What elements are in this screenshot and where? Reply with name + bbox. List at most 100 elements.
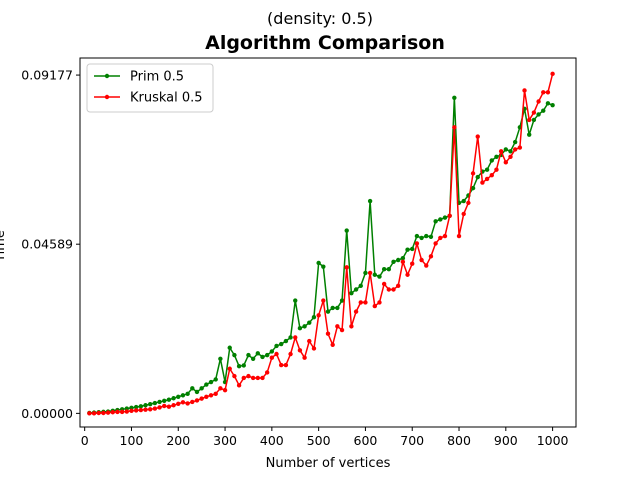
data-point <box>395 283 401 289</box>
data-point <box>264 352 270 358</box>
data-point <box>358 283 363 289</box>
data-point <box>297 326 303 331</box>
x-tick-label: 0 <box>81 433 89 448</box>
data-point <box>386 287 392 292</box>
data-point <box>512 147 518 152</box>
data-point <box>321 298 326 303</box>
data-point <box>171 396 176 401</box>
data-point <box>527 132 532 137</box>
data-point <box>293 298 298 303</box>
data-point <box>349 324 354 329</box>
data-point <box>143 407 148 412</box>
data-point <box>335 305 340 311</box>
data-point <box>250 375 256 381</box>
data-point <box>330 305 335 311</box>
data-point <box>531 110 537 115</box>
legend-label: Kruskal 0.5 <box>130 91 203 106</box>
data-point <box>414 233 420 239</box>
x-tick-label: 800 <box>447 433 471 448</box>
x-axis-label: Number of vertices <box>266 456 391 471</box>
data-point <box>227 345 232 350</box>
data-point <box>325 309 331 314</box>
data-point <box>190 386 195 391</box>
data-point <box>550 102 555 108</box>
series-line-kruskal-0-5 <box>89 73 554 415</box>
data-point <box>452 125 457 130</box>
data-point <box>344 265 349 270</box>
data-point <box>138 407 144 413</box>
data-point <box>541 90 546 95</box>
data-point <box>302 355 307 360</box>
data-point <box>180 393 186 398</box>
data-point <box>512 139 518 145</box>
data-point <box>227 366 232 371</box>
data-point <box>260 375 265 381</box>
data-point <box>447 213 452 218</box>
data-point <box>213 391 218 397</box>
data-point <box>489 173 494 178</box>
data-point <box>311 314 317 320</box>
data-point <box>456 233 462 239</box>
legend-item: Kruskal 0.5 <box>94 91 203 106</box>
data-point <box>232 373 237 379</box>
data-point <box>428 254 434 259</box>
data-point <box>297 348 303 353</box>
data-point <box>480 180 485 185</box>
data-point <box>218 386 223 391</box>
data-point <box>358 300 363 305</box>
chart-title: Algorithm Comparison <box>205 32 445 54</box>
data-point <box>395 257 401 263</box>
data-point <box>208 393 214 398</box>
data-point <box>124 409 129 414</box>
data-point <box>442 233 448 239</box>
data-point <box>503 160 509 165</box>
data-point <box>274 351 279 357</box>
data-point <box>381 281 387 287</box>
legend-marker <box>104 94 110 100</box>
data-point <box>414 241 420 246</box>
data-point <box>185 401 190 406</box>
y-axis-label: Time <box>0 230 8 263</box>
data-point <box>171 403 176 408</box>
data-point <box>152 406 158 411</box>
data-point <box>424 263 429 268</box>
data-point <box>208 379 214 385</box>
data-point <box>410 261 415 266</box>
data-point <box>194 389 200 395</box>
data-point <box>508 154 513 159</box>
data-point <box>470 185 476 191</box>
data-point <box>283 362 289 368</box>
data-point <box>288 335 293 340</box>
x-tick-label: 200 <box>166 433 190 448</box>
data-point <box>522 88 527 93</box>
series-kruskal-0-5 <box>87 71 555 416</box>
x-tick-label: 1000 <box>537 433 569 448</box>
chart-suptitle: (density: 0.5) <box>267 9 373 28</box>
data-point <box>424 233 429 239</box>
data-point <box>386 267 392 272</box>
data-point <box>180 400 186 405</box>
data-point <box>353 309 359 314</box>
data-point <box>269 355 275 360</box>
data-point <box>391 287 396 292</box>
data-point <box>199 396 204 401</box>
data-point <box>550 71 555 77</box>
data-point <box>484 167 490 172</box>
data-point <box>307 338 312 344</box>
legend-marker <box>104 73 110 79</box>
data-point <box>377 300 382 305</box>
data-point <box>531 117 537 123</box>
data-point <box>222 387 228 393</box>
data-point <box>157 399 162 405</box>
data-point <box>316 313 321 318</box>
data-point <box>260 354 265 360</box>
data-point <box>129 408 134 413</box>
data-point <box>353 287 359 292</box>
data-point <box>381 267 387 272</box>
data-point <box>503 147 509 152</box>
data-point <box>241 375 246 381</box>
x-tick-label: 500 <box>307 433 331 448</box>
data-point <box>204 394 209 399</box>
data-point <box>293 335 298 340</box>
